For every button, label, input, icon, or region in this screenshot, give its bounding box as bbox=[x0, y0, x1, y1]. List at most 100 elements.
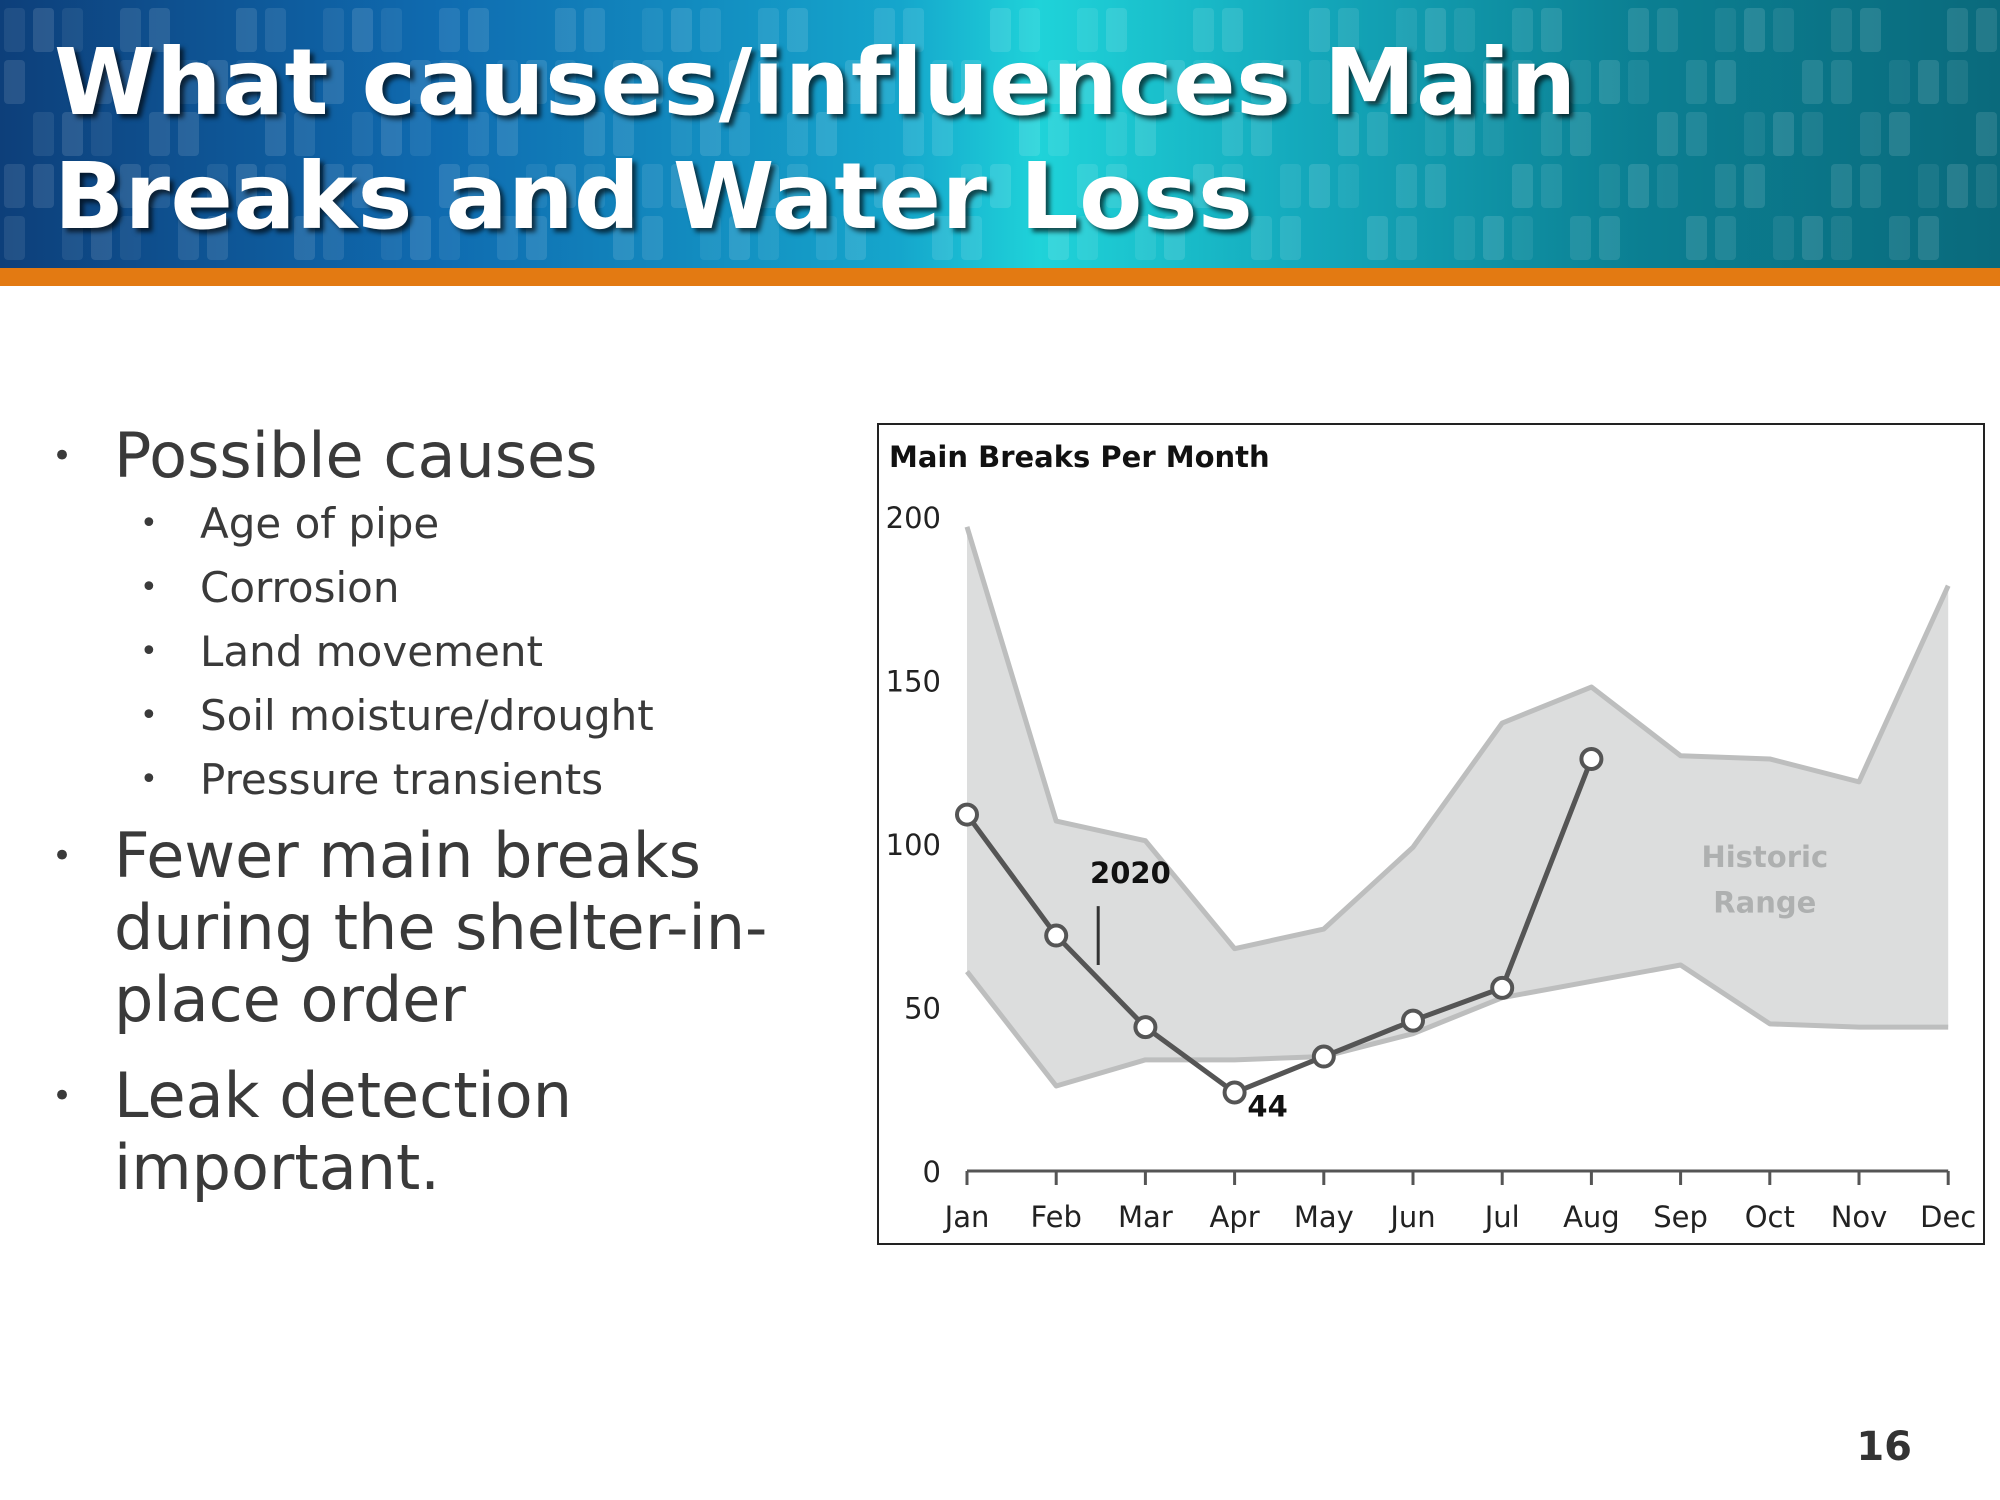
header-tile bbox=[178, 216, 199, 260]
data-point bbox=[1579, 746, 1604, 771]
header-tile bbox=[1715, 8, 1736, 52]
header-tile bbox=[62, 112, 83, 156]
header-tile bbox=[903, 8, 924, 52]
header-tile bbox=[1657, 8, 1678, 52]
header-tile bbox=[845, 60, 866, 104]
header-tile bbox=[1686, 60, 1707, 104]
header-tile bbox=[787, 112, 808, 156]
header-tile bbox=[4, 8, 25, 52]
header-tile bbox=[1599, 164, 1620, 208]
header-tile bbox=[207, 60, 228, 104]
header-tile bbox=[323, 8, 344, 52]
header-tile bbox=[468, 8, 489, 52]
header-tile bbox=[526, 164, 547, 208]
header-tile bbox=[642, 60, 663, 104]
header-tile bbox=[1048, 216, 1069, 260]
header-tile bbox=[410, 112, 431, 156]
header-tile bbox=[642, 216, 663, 260]
accent-bar bbox=[0, 268, 2000, 286]
header-tile bbox=[236, 164, 257, 208]
header-tile bbox=[1106, 8, 1127, 52]
header-tile bbox=[1831, 164, 1852, 208]
header-tile bbox=[265, 164, 286, 208]
header-tile bbox=[149, 164, 170, 208]
header-tile bbox=[62, 8, 83, 52]
bullet-dot: • bbox=[52, 836, 73, 876]
page-number: 16 bbox=[1856, 1424, 1912, 1470]
bullet-text: Possible causes bbox=[114, 419, 598, 492]
y-tick-label: 200 bbox=[886, 501, 941, 535]
header-tile bbox=[555, 60, 576, 104]
header-tile bbox=[1715, 216, 1736, 260]
header-tile bbox=[1541, 164, 1562, 208]
header-tile bbox=[1889, 216, 1910, 260]
bullet-leak-detection: • Leak detection important. bbox=[40, 1060, 820, 1204]
header-tile bbox=[1628, 164, 1649, 208]
header-tile bbox=[381, 112, 402, 156]
header-tile bbox=[1019, 8, 1040, 52]
x-tick-label: Jul bbox=[1483, 1200, 1520, 1234]
header-tile bbox=[1889, 112, 1910, 156]
header-tile bbox=[584, 164, 605, 208]
header-tile bbox=[613, 112, 634, 156]
header-tile bbox=[1773, 216, 1794, 260]
header-tile bbox=[236, 60, 257, 104]
bullet-possible-causes: • Possible causes bbox=[40, 420, 820, 492]
header-tile bbox=[1425, 164, 1446, 208]
header-tile bbox=[1860, 112, 1881, 156]
header-tile bbox=[1657, 112, 1678, 156]
header-tile bbox=[903, 112, 924, 156]
historic-range-upper bbox=[964, 526, 1951, 952]
data-point bbox=[1044, 923, 1069, 948]
header-tile bbox=[1744, 164, 1765, 208]
bullet-text: Leak detection important. bbox=[114, 1059, 573, 1204]
header-tile bbox=[1570, 112, 1591, 156]
header-tile bbox=[1715, 60, 1736, 104]
header-tile bbox=[1947, 8, 1968, 52]
header-tile bbox=[526, 216, 547, 260]
header-tile bbox=[642, 8, 663, 52]
header-tile bbox=[1918, 216, 1939, 260]
header-tile bbox=[4, 60, 25, 104]
header-tile bbox=[468, 112, 489, 156]
title-line-2: Breaks and Water Loss bbox=[54, 143, 1254, 250]
header-tile bbox=[33, 112, 54, 156]
sub-bullet-text: Pressure transients bbox=[200, 755, 604, 804]
header-tile bbox=[1976, 8, 1997, 52]
header-tile bbox=[787, 164, 808, 208]
header-tile bbox=[1512, 216, 1533, 260]
data-point bbox=[1311, 1044, 1336, 1069]
header-tile bbox=[1802, 60, 1823, 104]
annotation-series-label: 2020 bbox=[1090, 856, 1171, 890]
x-tick-label: Jun bbox=[1388, 1200, 1435, 1234]
header-tile bbox=[1860, 8, 1881, 52]
header-tile bbox=[33, 164, 54, 208]
header-tile bbox=[1222, 112, 1243, 156]
header-tile bbox=[149, 8, 170, 52]
header-tile bbox=[1164, 60, 1185, 104]
bullet-dot: • bbox=[52, 1076, 73, 1116]
header-tile bbox=[1483, 216, 1504, 260]
header-tile bbox=[410, 60, 431, 104]
header-tile bbox=[120, 164, 141, 208]
sub-bullet-list: • Age of pipe • Corrosion • Land movemen… bbox=[40, 492, 820, 812]
header-tile bbox=[787, 8, 808, 52]
header-tile bbox=[1425, 8, 1446, 52]
header-tile bbox=[816, 112, 837, 156]
series-line-2020 bbox=[964, 758, 1594, 1096]
header-tile bbox=[1512, 164, 1533, 208]
x-tick-label: Apr bbox=[1210, 1200, 1260, 1234]
header-tile bbox=[584, 8, 605, 52]
header-tile bbox=[294, 112, 315, 156]
header-tile bbox=[468, 164, 489, 208]
header-tile bbox=[236, 8, 257, 52]
header-tile bbox=[120, 60, 141, 104]
header-tile bbox=[1193, 164, 1214, 208]
header-tile bbox=[1976, 112, 1997, 156]
header-tile bbox=[1396, 8, 1417, 52]
header-tile bbox=[1251, 112, 1272, 156]
historic-range-band bbox=[967, 526, 1949, 1086]
header-tile bbox=[874, 60, 895, 104]
data-point bbox=[1133, 1015, 1158, 1040]
header-tile bbox=[1947, 164, 1968, 208]
